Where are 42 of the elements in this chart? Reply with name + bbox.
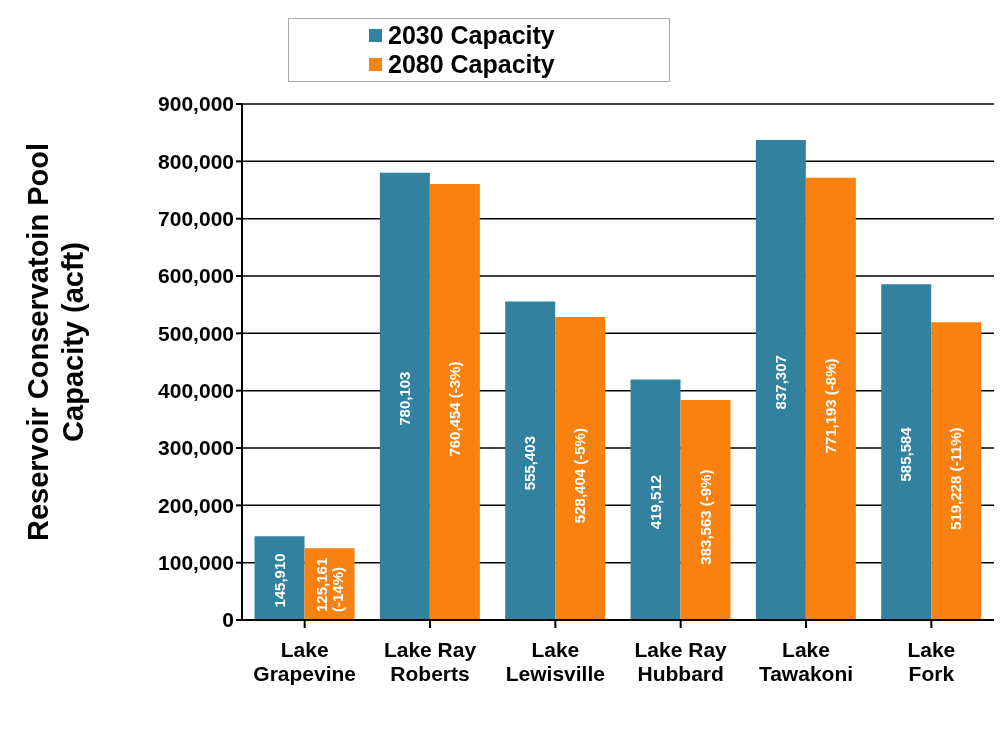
legend-label: 2030 Capacity — [387, 21, 556, 50]
data-label: 125,161 (-14%) — [312, 557, 346, 612]
data-label: 519,228 (-11%) — [947, 427, 965, 530]
y-axis-title: Reservoir Conservatoin Pool Capacity (acft) — [22, 142, 89, 542]
bar — [881, 284, 932, 620]
y-tick-label: 200,000 — [158, 493, 234, 517]
bar — [505, 301, 556, 620]
data-label: 585,584 — [897, 426, 915, 482]
y-tick-label: 300,000 — [158, 436, 234, 460]
data-label: 555,403 — [521, 435, 539, 491]
x-tick-label: Lake Grapevine — [253, 638, 357, 686]
y-tick-label: 700,000 — [158, 207, 234, 231]
data-label: 760,454 (-3%) — [446, 361, 464, 457]
x-tick-label: Lake Lewisville — [505, 638, 605, 686]
bar — [379, 172, 430, 620]
data-label: 837,307 — [772, 355, 790, 410]
y-tick-label: 400,000 — [158, 379, 234, 403]
data-label: 780,103 — [396, 371, 414, 426]
bar — [555, 317, 606, 620]
bar — [931, 322, 982, 620]
x-tick-label: Lake Fork — [907, 638, 956, 686]
y-tick-label: 0 — [222, 608, 234, 632]
y-tick-label: 800,000 — [158, 149, 234, 173]
legend-label: 2080 Capacity — [387, 50, 556, 79]
bar — [755, 139, 806, 620]
data-label: 771,193 (-8%) — [822, 358, 840, 454]
x-tick-label: Lake Tawakoni — [758, 638, 854, 686]
y-tick-label: 600,000 — [158, 264, 234, 288]
bar — [630, 379, 681, 620]
x-tick-label: Lake Ray Hubbard — [634, 638, 728, 686]
y-tick-label: 900,000 — [158, 92, 234, 116]
data-label: 528,404 (-5%) — [571, 428, 589, 524]
bar — [429, 184, 480, 620]
data-label: 419,512 — [646, 474, 664, 530]
data-label: 145,910 — [270, 553, 288, 608]
y-tick-label: 100,000 — [158, 551, 234, 575]
x-tick-label: Lake Ray Roberts — [383, 638, 477, 686]
y-tick-label: 500,000 — [158, 321, 234, 345]
data-label: 383,563 (-9%) — [696, 469, 714, 565]
bar — [680, 400, 731, 620]
bar — [254, 536, 305, 620]
bar — [805, 177, 856, 620]
